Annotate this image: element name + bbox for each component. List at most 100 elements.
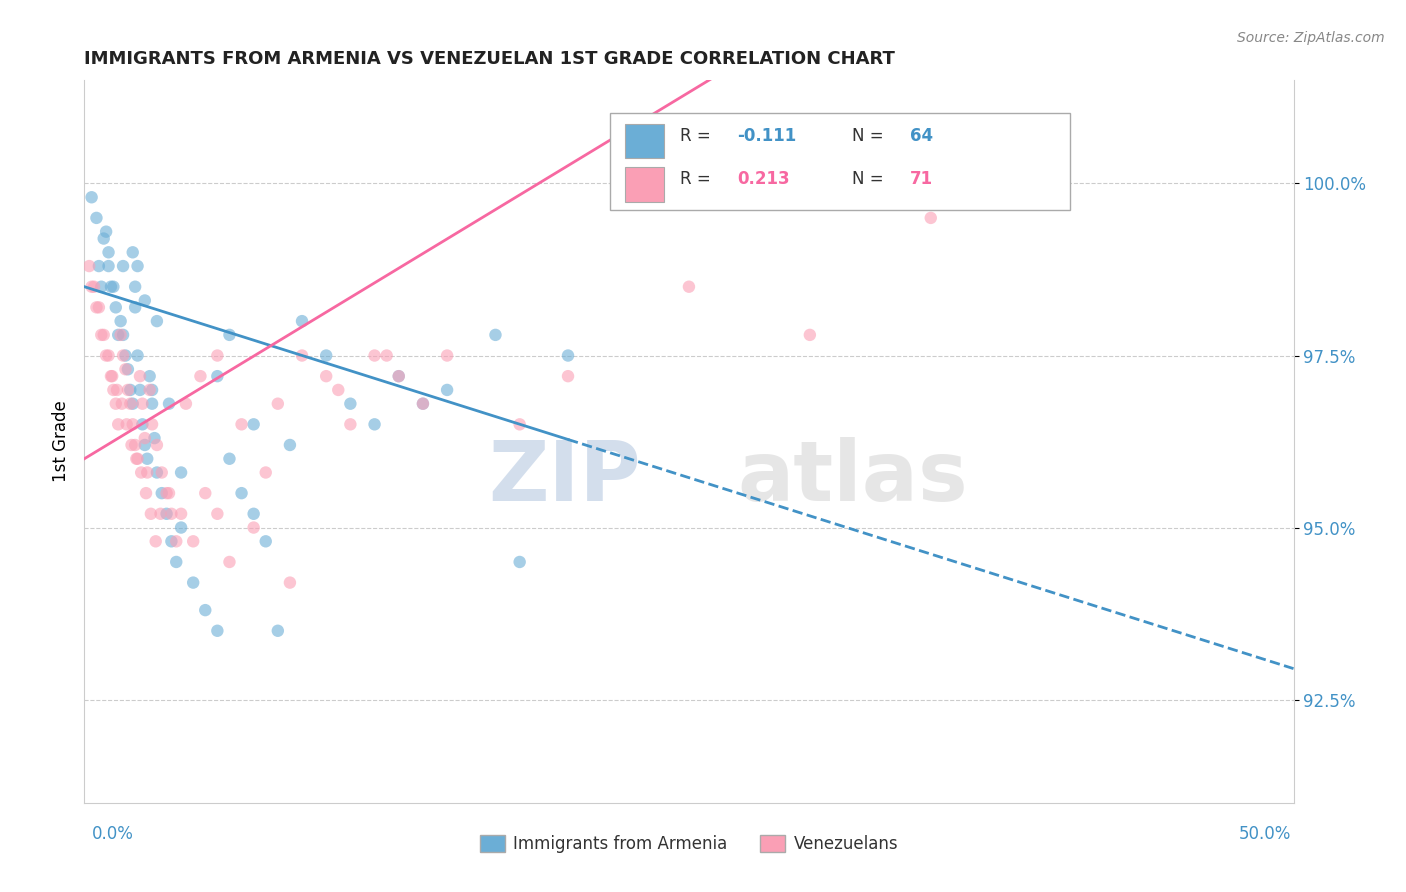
Point: [194, 486, 217, 500]
Point: [86, 301, 108, 315]
Point: [94, 349, 117, 363]
FancyBboxPatch shape: [624, 167, 664, 202]
Point: [136, 451, 159, 466]
FancyBboxPatch shape: [610, 112, 1070, 211]
Point: [165, 534, 187, 549]
Point: [120, 383, 142, 397]
Point: [150, 486, 173, 500]
Text: R =: R =: [681, 170, 717, 188]
Text: 50.0%: 50.0%: [1239, 825, 1291, 843]
Point: [170, 507, 193, 521]
Point: [509, 555, 531, 569]
Point: [87, 301, 110, 315]
Point: [115, 417, 138, 432]
Point: [194, 603, 217, 617]
Point: [139, 507, 162, 521]
Point: [291, 349, 314, 363]
Point: [278, 575, 301, 590]
Point: [107, 327, 129, 342]
Point: [77, 259, 100, 273]
Point: [150, 466, 173, 480]
Point: [138, 383, 160, 397]
Point: [436, 349, 458, 363]
Point: [104, 397, 127, 411]
Point: [149, 507, 172, 521]
Point: [131, 397, 153, 411]
Point: [124, 301, 146, 315]
Point: [157, 486, 180, 500]
Point: [138, 369, 160, 384]
Point: [105, 383, 128, 397]
Point: [136, 466, 159, 480]
Text: IMMIGRANTS FROM ARMENIA VS VENEZUELAN 1ST GRADE CORRELATION CHART: IMMIGRANTS FROM ARMENIA VS VENEZUELAN 1S…: [84, 50, 896, 68]
Point: [101, 369, 124, 384]
Point: [114, 349, 136, 363]
Point: [509, 417, 531, 432]
Point: [121, 438, 143, 452]
Legend: Immigrants from Armenia, Venezuelans: Immigrants from Armenia, Venezuelans: [472, 828, 905, 860]
Point: [97, 245, 120, 260]
Point: [103, 279, 125, 293]
Text: N =: N =: [852, 127, 889, 145]
Text: ZIP: ZIP: [488, 437, 641, 518]
Point: [141, 397, 163, 411]
Point: [207, 349, 229, 363]
Text: N =: N =: [852, 170, 889, 188]
Point: [114, 362, 136, 376]
Point: [112, 349, 135, 363]
Point: [328, 383, 350, 397]
Point: [181, 575, 204, 590]
Point: [174, 397, 197, 411]
Point: [207, 624, 229, 638]
Point: [363, 349, 385, 363]
Point: [141, 417, 163, 432]
Text: 64: 64: [910, 127, 934, 145]
Point: [93, 327, 115, 342]
Point: [121, 397, 143, 411]
Point: [557, 349, 579, 363]
Point: [97, 349, 120, 363]
Point: [131, 417, 153, 432]
Point: [254, 534, 277, 549]
Point: [97, 259, 120, 273]
Point: [375, 349, 398, 363]
Point: [231, 486, 253, 500]
Point: [267, 397, 290, 411]
Point: [267, 624, 290, 638]
Point: [103, 383, 125, 397]
Point: [127, 259, 149, 273]
Point: [146, 438, 169, 452]
Point: [112, 327, 135, 342]
Point: [104, 301, 127, 315]
Point: [111, 397, 134, 411]
Point: [121, 417, 143, 432]
Point: [90, 327, 112, 342]
Point: [145, 534, 167, 549]
Point: [86, 211, 108, 225]
Point: [121, 245, 143, 260]
Point: [134, 293, 156, 308]
Point: [127, 451, 149, 466]
Point: [218, 327, 240, 342]
Point: [157, 397, 180, 411]
Point: [90, 279, 112, 293]
Point: [155, 507, 177, 521]
Point: [242, 520, 264, 534]
Point: [117, 362, 139, 376]
Point: [129, 383, 152, 397]
Point: [100, 369, 122, 384]
Point: [242, 417, 264, 432]
Y-axis label: 1st Grade: 1st Grade: [52, 401, 70, 483]
Point: [129, 466, 152, 480]
Text: atlas: atlas: [737, 437, 969, 518]
Point: [190, 369, 212, 384]
Point: [207, 507, 229, 521]
Point: [83, 279, 105, 293]
Point: [146, 314, 169, 328]
Point: [339, 397, 361, 411]
Point: [110, 314, 132, 328]
Point: [135, 486, 157, 500]
Point: [254, 466, 277, 480]
Point: [363, 417, 385, 432]
Point: [557, 369, 579, 384]
